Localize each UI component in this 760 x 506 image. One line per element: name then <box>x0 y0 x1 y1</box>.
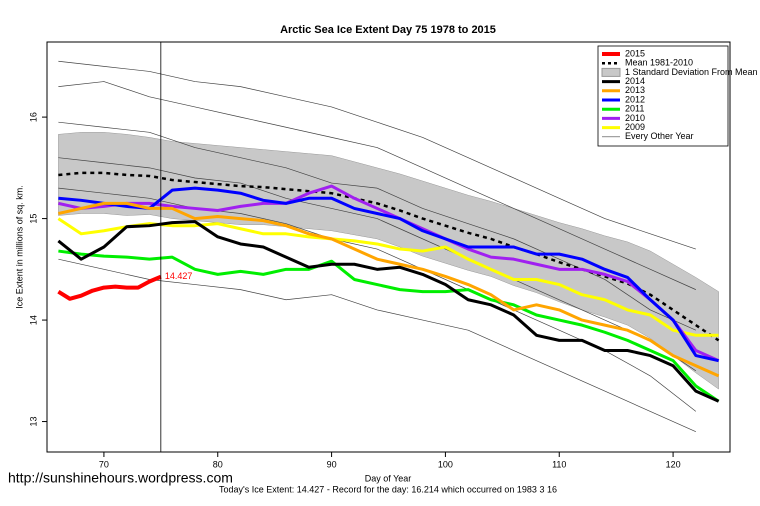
legend-label: Mean 1981-2010 <box>625 58 693 68</box>
y-axis-label: Ice Extent in millions of sq. km. <box>14 185 24 309</box>
legend-box <box>597 45 729 147</box>
series-line <box>57 274 162 301</box>
footnote: Today's Ice Extent: 14.427 - Record for … <box>219 484 557 494</box>
value-annotation: 14.427 <box>165 271 193 281</box>
legend-label: 2014 <box>625 76 645 86</box>
chart-title: Arctic Sea Ice Extent Day 75 1978 to 201… <box>280 24 496 36</box>
legend-label: 2011 <box>625 104 644 114</box>
x-tick-label: 80 <box>213 459 223 469</box>
watermark: http://sunshinehours.wordpress.com <box>8 470 233 486</box>
x-tick-label: 120 <box>666 459 681 469</box>
legend-label: Every Other Year <box>625 131 694 141</box>
plot-frame <box>46 41 731 453</box>
legend-label: 1 Standard Deviation From Mean <box>625 67 758 77</box>
y-tick-label: 14 <box>28 315 38 325</box>
legend-label: 2009 <box>625 122 645 132</box>
series-line <box>57 220 720 403</box>
series-line <box>58 186 719 363</box>
legend-label: 2010 <box>625 113 645 123</box>
legend-label: 2012 <box>625 94 645 104</box>
legend-label: 2015 <box>625 48 645 58</box>
series-line <box>57 217 719 337</box>
y-tick-label: 13 <box>28 417 38 427</box>
y-tick-label: 16 <box>28 112 38 122</box>
x-tick-label: 70 <box>99 459 109 469</box>
legend-swatch <box>601 67 621 77</box>
series-line <box>58 184 720 363</box>
y-tick-label: 15 <box>28 214 38 224</box>
series-line <box>58 201 720 378</box>
background-line <box>58 81 696 290</box>
x-tick-label: 90 <box>327 459 337 469</box>
x-tick-label: 110 <box>552 459 566 469</box>
legend-label: 2013 <box>625 85 645 95</box>
x-tick-label: 100 <box>438 459 453 469</box>
series-line <box>58 249 720 403</box>
background-line <box>58 60 696 250</box>
sd-band <box>58 132 719 390</box>
background-line <box>58 258 696 433</box>
background-line <box>58 157 697 372</box>
x-axis-label: Day of Year <box>365 473 412 483</box>
